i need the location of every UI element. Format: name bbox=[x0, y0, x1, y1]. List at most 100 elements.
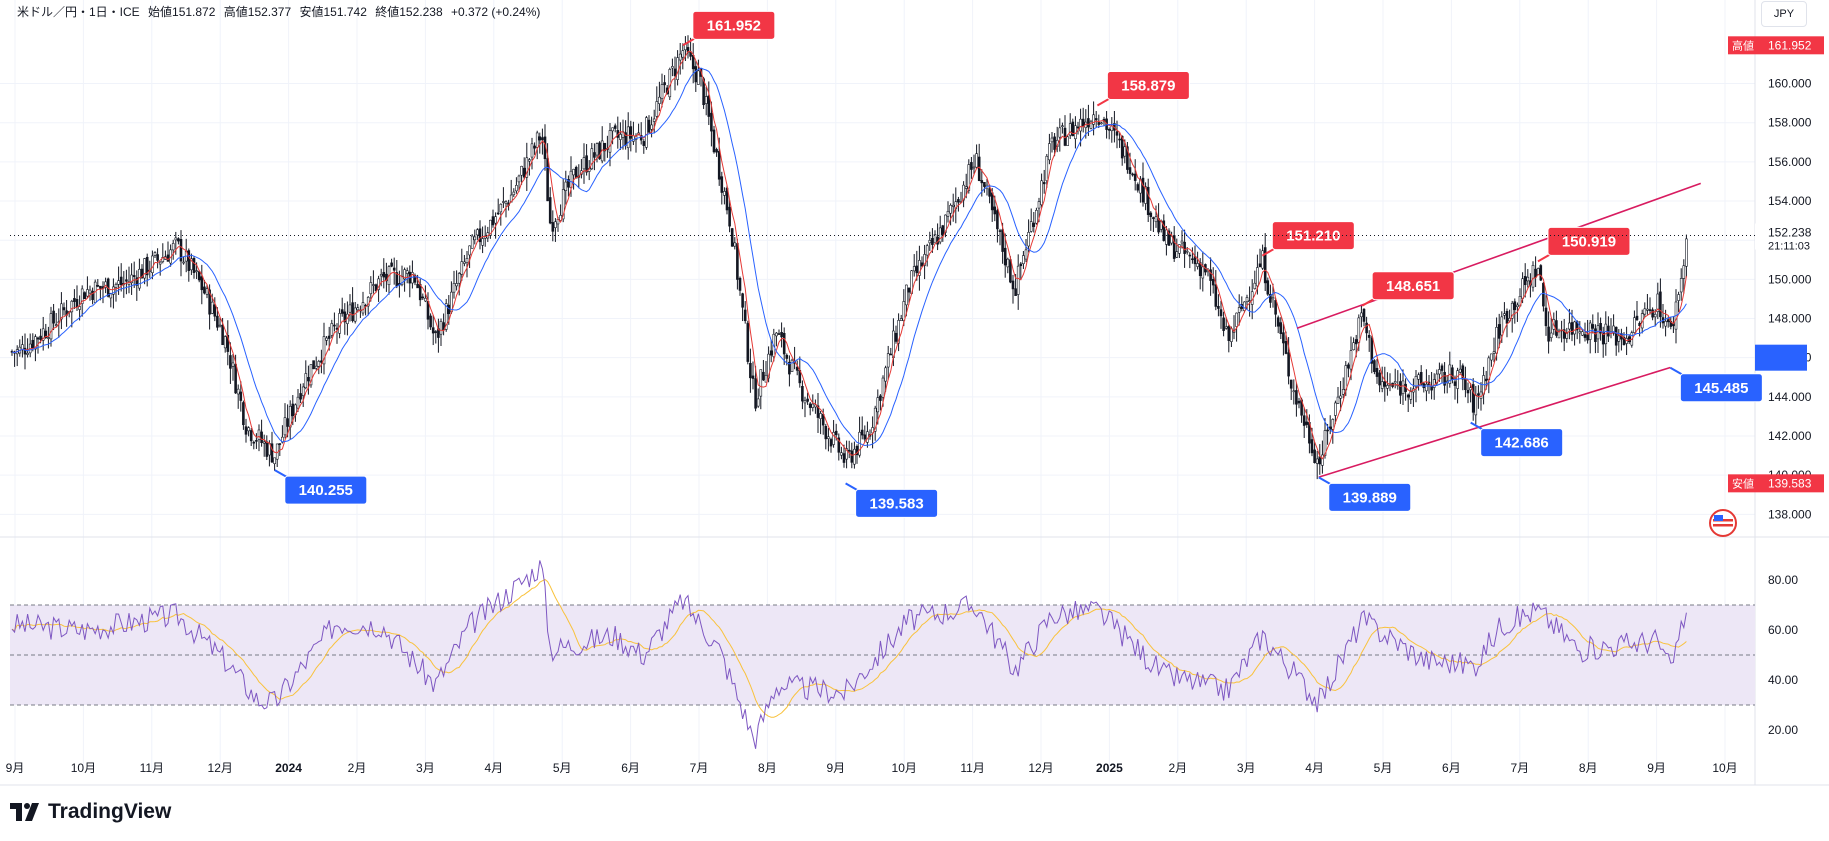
candle-up bbox=[499, 203, 503, 213]
rsi-tick-label: 80.00 bbox=[1768, 573, 1798, 587]
time-tick-label: 12月 bbox=[1028, 761, 1053, 775]
candle-up bbox=[1521, 278, 1524, 299]
candle-down bbox=[980, 180, 984, 184]
candle-down bbox=[777, 333, 781, 335]
tradingview-logo[interactable]: TradingView bbox=[10, 800, 171, 824]
candle-down bbox=[252, 441, 256, 444]
candle-down bbox=[434, 331, 438, 333]
candle-up bbox=[925, 245, 929, 256]
candle-up bbox=[463, 261, 466, 264]
candle-down bbox=[1313, 449, 1316, 463]
time-tick-label: 5月 bbox=[553, 761, 572, 775]
candle-up bbox=[515, 185, 518, 192]
candle-down bbox=[1011, 280, 1015, 290]
candle-down bbox=[52, 310, 55, 324]
candle-down bbox=[1406, 394, 1410, 398]
candle-up bbox=[1617, 335, 1621, 342]
price-label-low: 145.485 bbox=[1669, 366, 1763, 403]
label-box bbox=[1480, 428, 1564, 458]
candle-down bbox=[996, 210, 999, 230]
time-tick-label: 5月 bbox=[1374, 761, 1393, 775]
candle-down bbox=[1484, 378, 1488, 382]
candle-down bbox=[1534, 268, 1537, 278]
candle-down bbox=[1001, 229, 1004, 252]
candle-down bbox=[1365, 322, 1368, 334]
candle-down bbox=[642, 141, 646, 146]
candle-down bbox=[1399, 381, 1402, 396]
time-tick-label: 2月 bbox=[1168, 761, 1187, 775]
candle-up bbox=[47, 337, 50, 339]
candle-down bbox=[1276, 317, 1280, 327]
candle-up bbox=[151, 255, 154, 273]
candle-up bbox=[338, 313, 341, 334]
candle-up bbox=[1154, 216, 1158, 223]
candle-down bbox=[307, 377, 310, 382]
candle-down bbox=[418, 284, 422, 301]
candle-up bbox=[1633, 317, 1636, 333]
candle-down bbox=[1263, 247, 1267, 284]
candle-up bbox=[845, 448, 848, 460]
label-box bbox=[1679, 373, 1763, 403]
candle-down bbox=[119, 276, 123, 286]
candle-up bbox=[158, 261, 162, 265]
candle-up bbox=[840, 452, 843, 456]
label-text: 140.255 bbox=[299, 482, 353, 499]
time-tick-label: 3月 bbox=[1237, 761, 1256, 775]
candle-up bbox=[912, 266, 916, 272]
label-text: 142.686 bbox=[1495, 435, 1549, 452]
candle-up bbox=[1029, 221, 1033, 232]
axis-marker-box bbox=[1755, 344, 1807, 371]
candle-up bbox=[554, 221, 557, 229]
symbol-title[interactable]: 米ドル／円・1日・ICE bbox=[17, 5, 140, 19]
candle-down bbox=[392, 267, 396, 271]
candle-up bbox=[905, 284, 908, 306]
candle-down bbox=[715, 149, 718, 153]
candle-up bbox=[1144, 186, 1147, 204]
candle-up bbox=[1656, 293, 1660, 312]
candle-up bbox=[452, 283, 456, 293]
candle-up bbox=[322, 336, 326, 365]
candle-down bbox=[343, 311, 347, 323]
price-label-low: 139.583 bbox=[845, 482, 939, 518]
candle-down bbox=[351, 302, 354, 322]
candle-down bbox=[291, 403, 295, 417]
candle-down bbox=[327, 335, 331, 339]
candle-down bbox=[1513, 301, 1517, 311]
time-tick-label: 11月 bbox=[960, 761, 984, 775]
candle-up bbox=[468, 245, 471, 256]
candle-up bbox=[520, 165, 523, 176]
candle-down bbox=[941, 225, 945, 235]
candle-up bbox=[1417, 374, 1420, 380]
candle-down bbox=[221, 324, 224, 346]
label-text: 145.485 bbox=[1694, 380, 1748, 397]
candle-up bbox=[273, 457, 276, 465]
candle-down bbox=[1279, 322, 1283, 335]
candle-up bbox=[572, 168, 575, 176]
currency-button[interactable]: JPY bbox=[1761, 1, 1807, 27]
candle-up bbox=[899, 318, 903, 321]
rsi-tick-label: 40.00 bbox=[1768, 673, 1798, 687]
candle-up bbox=[949, 204, 952, 214]
ma-slow-line bbox=[11, 67, 1687, 447]
candle-down bbox=[710, 112, 713, 132]
candle-down bbox=[538, 136, 542, 141]
candle-up bbox=[1549, 332, 1553, 339]
candle-down bbox=[907, 287, 911, 293]
candle-down bbox=[1607, 325, 1610, 337]
candle-down bbox=[1305, 421, 1309, 425]
candle-down bbox=[96, 285, 100, 287]
us-flag-icon[interactable] bbox=[1709, 509, 1737, 537]
time-tick-label: 6月 bbox=[1442, 761, 1461, 775]
candle-up bbox=[650, 124, 653, 130]
candle-up bbox=[1045, 155, 1049, 181]
label-text: 158.879 bbox=[1121, 77, 1175, 94]
candle-down bbox=[1289, 379, 1293, 389]
label-text: 139.583 bbox=[869, 495, 923, 512]
candle-up bbox=[697, 70, 700, 85]
candle-down bbox=[533, 145, 536, 149]
symbol-header: 米ドル／円・1日・ICE 始値151.872 高値152.377 安値151.7… bbox=[17, 3, 545, 20]
candle-up bbox=[1243, 301, 1246, 311]
axis-marker-label: 安値 bbox=[1732, 476, 1754, 490]
candle-up bbox=[951, 204, 955, 207]
